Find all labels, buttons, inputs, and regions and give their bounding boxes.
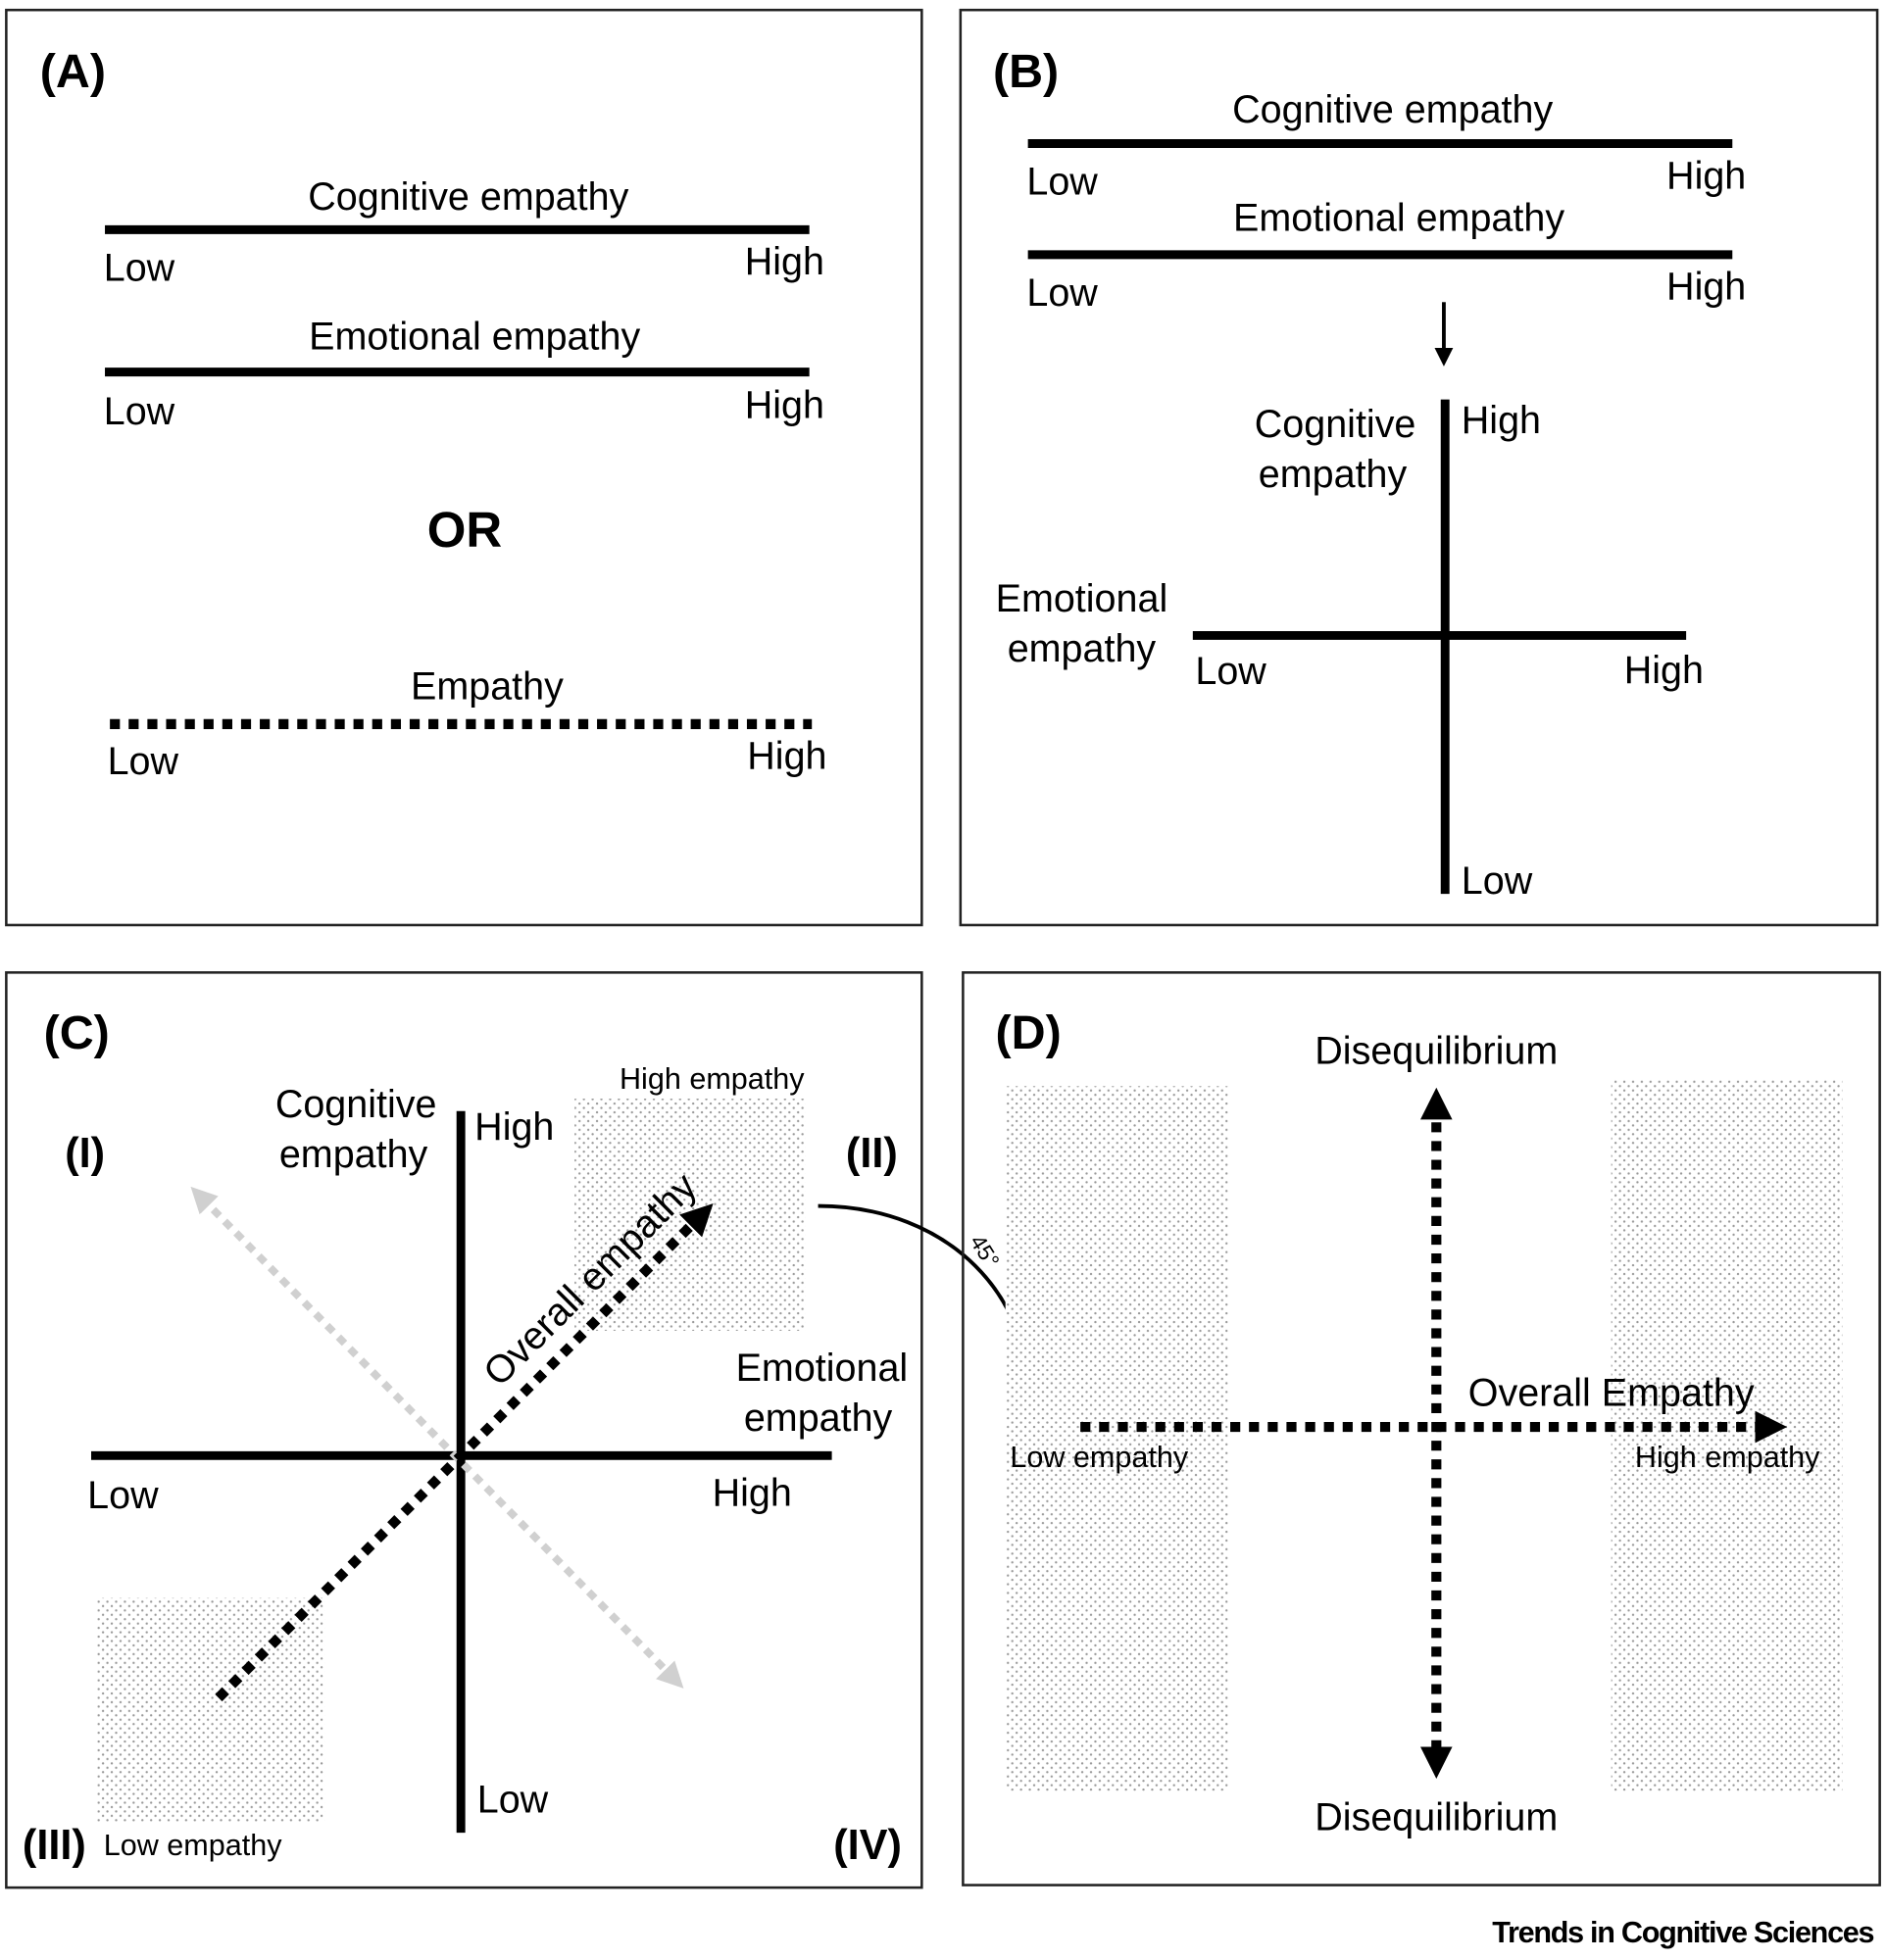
panel-label: (C) xyxy=(44,1006,110,1059)
disequilibrium-top-label: Disequilibrium xyxy=(1315,1029,1558,1072)
high-label: High xyxy=(713,1471,792,1514)
panel-frame xyxy=(5,971,923,1889)
quadrant-i-label: (I) xyxy=(65,1130,105,1177)
high-empathy-region xyxy=(1611,1079,1843,1792)
high-empathy-region xyxy=(574,1099,806,1331)
empathy-label: empathy xyxy=(279,1133,428,1176)
panel-d: (D) Disequilibrium Disequilibrium Overal… xyxy=(962,971,1881,1886)
panel-label: (D) xyxy=(996,1006,1062,1059)
panel-c: (C) Overall empathy Cognitive empathy Hi… xyxy=(5,971,1037,1889)
low-label: Low xyxy=(104,390,175,433)
emotional-label: Emotional xyxy=(996,577,1168,620)
empathy-label: empathy xyxy=(744,1396,893,1440)
cognitive-label: Cognitive xyxy=(1255,403,1416,446)
high-label: High xyxy=(1666,266,1746,309)
overall-empathy-label: Overall Empathy xyxy=(1468,1371,1755,1414)
cognitive-label: Cognitive xyxy=(275,1083,437,1126)
high-label: High xyxy=(1624,649,1704,692)
low-empathy-label: Low empathy xyxy=(1010,1441,1189,1474)
emotional-label: Emotional xyxy=(736,1347,909,1390)
emotional-empathy-label: Emotional empathy xyxy=(1233,197,1564,240)
low-label: Low xyxy=(477,1779,549,1822)
panel-frame xyxy=(5,8,923,927)
panel-frame xyxy=(959,8,1879,927)
high-label: High xyxy=(745,384,824,427)
rotation-angle-label: 45° xyxy=(966,1230,1005,1272)
low-empathy-region xyxy=(1005,1086,1228,1792)
low-label: Low xyxy=(1462,859,1533,903)
empathy-label: Empathy xyxy=(411,664,564,708)
high-label: High xyxy=(1666,154,1746,197)
low-label: Low xyxy=(1195,650,1266,693)
low-label: Low xyxy=(1026,161,1098,204)
quadrant-ii-label: (II) xyxy=(846,1130,898,1177)
panel-label: (A) xyxy=(40,45,106,98)
cognitive-empathy-label: Cognitive empathy xyxy=(1232,88,1553,131)
quadrant-iv-label: (IV) xyxy=(833,1822,902,1869)
or-label: OR xyxy=(427,502,502,558)
panel-label: (B) xyxy=(993,45,1059,98)
panel-b: (B) Cognitive empathy Low High Emotional… xyxy=(959,8,1879,927)
high-label: High xyxy=(745,240,824,283)
cognitive-empathy-label: Cognitive empathy xyxy=(308,175,628,219)
high-empathy-label: High empathy xyxy=(1635,1441,1820,1474)
low-label: Low xyxy=(104,247,175,290)
overall-empathy-arrow xyxy=(215,1202,714,1702)
low-label: Low xyxy=(108,740,179,783)
panel-a: (A) Cognitive empathy Low High Emotional… xyxy=(5,8,923,927)
disequilibrium-bottom-label: Disequilibrium xyxy=(1315,1796,1558,1839)
quadrant-iii-label: (III) xyxy=(23,1822,86,1869)
low-label: Low xyxy=(87,1474,159,1517)
panel-frame xyxy=(962,971,1881,1886)
high-label: High xyxy=(747,735,826,778)
empathy-label: empathy xyxy=(1259,453,1408,496)
high-empathy-label: High empathy xyxy=(620,1062,805,1096)
empathy-label: empathy xyxy=(1008,627,1157,670)
emotional-empathy-label: Emotional empathy xyxy=(309,316,640,359)
low-empathy-label: Low empathy xyxy=(104,1829,283,1862)
high-label: High xyxy=(474,1105,554,1149)
high-label: High xyxy=(1462,399,1541,442)
journal-credit: Trends in Cognitive Sciences xyxy=(1492,1916,1873,1949)
low-label: Low xyxy=(1026,271,1098,315)
